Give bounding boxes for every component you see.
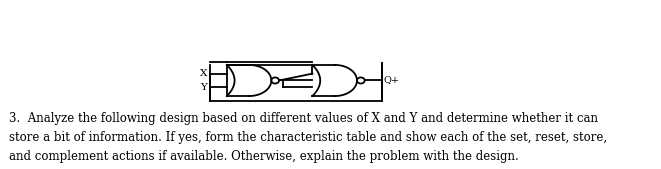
Text: X: X xyxy=(200,69,207,78)
Text: Y: Y xyxy=(200,83,207,92)
Text: 3.  Analyze the following design based on different values of X and Y and determ: 3. Analyze the following design based on… xyxy=(9,112,598,125)
Text: Q+: Q+ xyxy=(383,75,400,84)
Text: and complement actions if available. Otherwise, explain the problem with the des: and complement actions if available. Oth… xyxy=(9,150,519,163)
Text: store a bit of information. If yes, form the characteristic table and show each : store a bit of information. If yes, form… xyxy=(9,131,607,144)
